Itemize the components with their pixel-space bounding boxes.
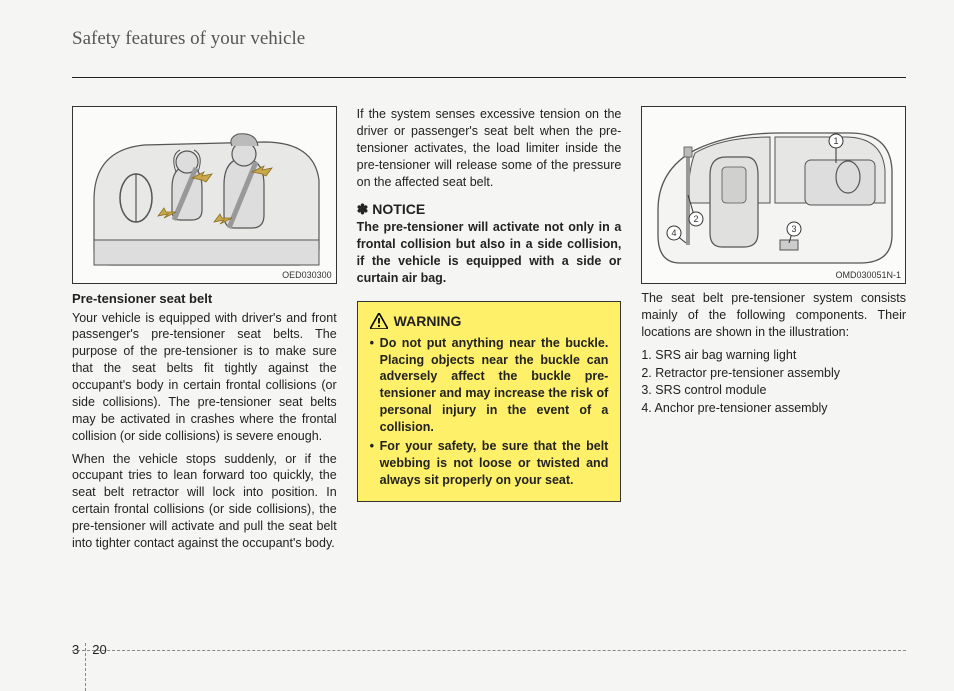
col1-para1: Your vehicle is equipped with driver's a… [72,310,337,445]
column-3: 1 2 3 4 OMD030051N-1 The seat belt pre-t… [641,106,906,558]
component-item: 1. SRS air bag warning light [641,347,906,364]
subhead-pretensioner: Pre-tensioner seat belt [72,290,337,308]
warning-label: WARNING [394,312,462,331]
component-item: 3. SRS control module [641,382,906,399]
svg-text:4: 4 [671,228,676,238]
notice-heading: NOTICE [357,200,622,219]
svg-text:2: 2 [693,214,698,224]
warning-icon [370,313,388,329]
page-number: 3 20 [72,625,107,673]
warning-box: WARNING Do not put anything near the buc… [357,301,622,502]
column-2: If the system senses excessive tension o… [357,106,622,558]
svg-text:1: 1 [833,136,838,146]
car-interior-svg [84,120,324,270]
page-num-value: 20 [92,642,106,657]
component-list: 1. SRS air bag warning light 2. Retracto… [641,347,906,418]
footer-rule [72,650,906,651]
content-columns: OED030300 Pre-tensioner seat belt Your v… [72,106,906,558]
illus-code-1: OED030300 [282,269,332,281]
page-header: Safety features of your vehicle [72,28,906,53]
page-section: 3 [72,642,79,657]
warning-title: WARNING [370,312,609,331]
component-item: 2. Retractor pre-tensioner assembly [641,365,906,382]
header-rule [72,77,906,78]
illus-code-2: OMD030051N-1 [835,269,901,281]
notice-body: The pre-tensioner will activate not only… [357,219,622,287]
component-item: 4. Anchor pre-tensioner assembly [641,400,906,417]
warning-item: Do not put anything near the buckle. Pla… [370,335,609,436]
page-sep [85,643,86,691]
warning-item: For your safety, be sure that the belt w… [370,438,609,489]
warning-list: Do not put anything near the buckle. Pla… [370,335,609,489]
column-1: OED030300 Pre-tensioner seat belt Your v… [72,106,337,558]
col1-para2: When the vehicle stops suddenly, or if t… [72,451,337,552]
col3-intro: The seat belt pre-tensioner system consi… [641,290,906,341]
illustration-components: 1 2 3 4 OMD030051N-1 [641,106,906,284]
car-cutaway-svg: 1 2 3 4 [650,115,898,275]
illustration-pretensioner: OED030300 [72,106,337,284]
col2-para1: If the system senses excessive tension o… [357,106,622,190]
svg-text:3: 3 [791,224,796,234]
